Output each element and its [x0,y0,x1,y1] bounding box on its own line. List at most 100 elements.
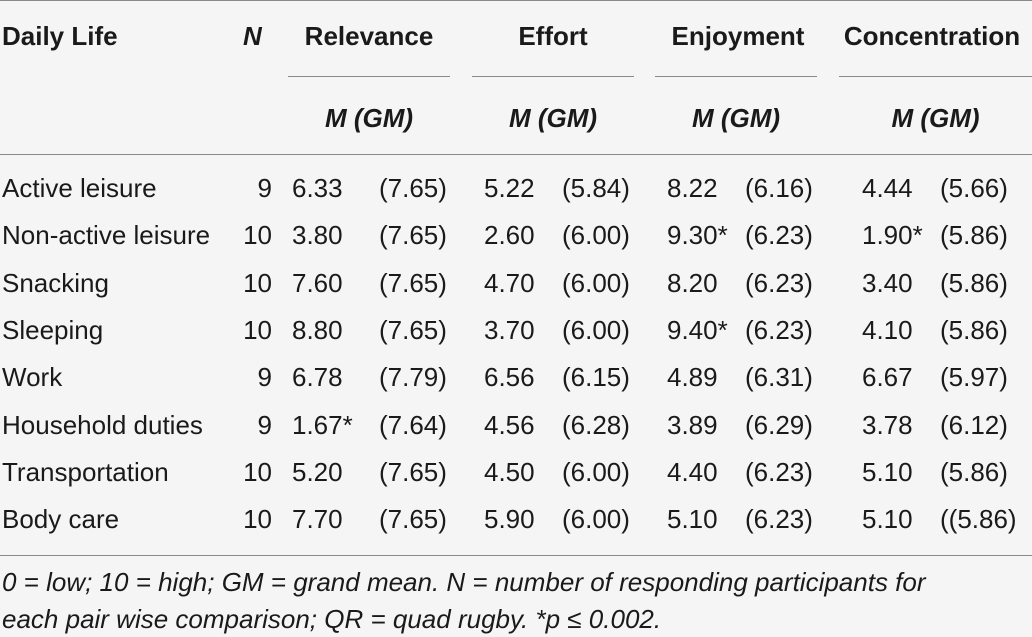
cell-effort-mean: 6.56 [484,362,535,392]
cell-effort-mean: 2.60 [484,220,535,250]
cell-activity: Sleeping [2,315,104,345]
cell-n: 9 [257,173,272,203]
concentration-underline [839,76,1032,77]
bottom-rule [0,555,1032,556]
cell-effort-grandmean: (6.00) [562,457,630,487]
footnote-line-1: 0 = low; 10 = high; GM = grand mean. N =… [2,567,926,597]
cell-enjoyment-grandmean: (6.23) [745,504,813,534]
cell-relevance-mean: 3.80 [292,220,343,250]
header-bottom-rule [0,154,1032,155]
cell-relevance-grandmean: (7.65) [379,220,447,250]
cell-effort-mean: 5.90 [484,504,535,534]
cell-relevance-mean: 8.80 [292,315,343,345]
cell-enjoyment-grandmean: (6.29) [745,410,813,440]
header-concentration: Concentration [843,21,1021,51]
cell-concentration-mean: 4.44 [862,173,913,203]
cell-relevance-grandmean: (7.64) [379,410,447,440]
cell-activity: Snacking [2,268,109,298]
cell-relevance-grandmean: (7.65) [379,173,447,203]
cell-n: 10 [243,220,272,250]
cell-concentration-mean: 5.10 [862,457,913,487]
cell-enjoyment-mean: 9.30* [667,220,728,250]
header-n: N [243,21,262,51]
cell-n: 10 [243,268,272,298]
header-relevance: Relevance [304,21,434,51]
cell-concentration-grandmean: (5.97) [940,362,1008,392]
cell-activity: Household duties [2,410,203,440]
cell-effort-grandmean: (6.15) [562,362,630,392]
cell-n: 10 [243,315,272,345]
subheader-concentration: M (GM) [891,103,980,133]
cell-enjoyment-grandmean: (6.16) [745,173,813,203]
effort-underline [472,76,634,77]
header-daily-life: Daily Life [2,21,118,51]
subheader-effort: M (GM) [508,103,598,133]
cell-enjoyment-mean: 5.10 [667,504,718,534]
cell-enjoyment-mean: 8.22 [667,173,718,203]
cell-relevance-mean: 6.33 [292,173,343,203]
cell-concentration-mean: 3.78 [862,410,913,440]
top-rule [0,0,1032,1]
cell-enjoyment-grandmean: (6.23) [745,268,813,298]
cell-effort-grandmean: (6.28) [562,410,630,440]
cell-concentration-grandmean: (5.86) [940,315,1008,345]
cell-n: 9 [257,410,272,440]
cell-enjoyment-grandmean: (6.23) [745,315,813,345]
cell-enjoyment-grandmean: (6.31) [745,362,813,392]
subheader-relevance: M (GM) [324,103,414,133]
cell-concentration-mean: 1.90* [862,220,923,250]
cell-concentration-grandmean: (5.86) [940,268,1008,298]
cell-concentration-mean: 4.10 [862,315,913,345]
cell-relevance-mean: 7.70 [292,504,343,534]
cell-concentration-mean: 3.40 [862,268,913,298]
cell-relevance-mean: 1.67* [292,410,353,440]
cell-enjoyment-mean: 9.40* [667,315,728,345]
cell-enjoyment-mean: 8.20 [667,268,718,298]
cell-effort-grandmean: (6.00) [562,268,630,298]
cell-relevance-grandmean: (7.79) [379,362,447,392]
cell-activity: Body care [2,504,120,534]
cell-concentration-grandmean: ((5.86) [940,504,1017,534]
cell-relevance-grandmean: (7.65) [379,315,447,345]
cell-effort-mean: 4.70 [484,268,535,298]
cell-enjoyment-mean: 3.89 [667,410,718,440]
cell-n: 10 [243,457,272,487]
cell-enjoyment-grandmean: (6.23) [745,220,813,250]
cell-relevance-mean: 5.20 [292,457,343,487]
cell-relevance-grandmean: (7.65) [379,268,447,298]
cell-relevance-mean: 7.60 [292,268,343,298]
cell-activity: Transportation [2,457,169,487]
footnote-line-2: each pair wise comparison; QR = quad rug… [2,604,662,634]
cell-relevance-grandmean: (7.65) [379,504,447,534]
cell-activity: Non-active leisure [2,220,211,250]
enjoyment-underline [655,76,817,77]
cell-effort-grandmean: (5.84) [562,173,630,203]
cell-effort-grandmean: (6.00) [562,220,630,250]
cell-enjoyment-mean: 4.40 [667,457,718,487]
cell-effort-grandmean: (6.00) [562,504,630,534]
cell-enjoyment-mean: 4.89 [667,362,718,392]
cell-enjoyment-grandmean: (6.23) [745,457,813,487]
cell-n: 9 [257,362,272,392]
relevance-underline [288,76,450,77]
cell-concentration-grandmean: (5.86) [940,220,1008,250]
cell-n: 10 [243,504,272,534]
cell-concentration-grandmean: (6.12) [940,410,1008,440]
cell-effort-grandmean: (6.00) [562,315,630,345]
cell-relevance-mean: 6.78 [292,362,343,392]
header-effort: Effort [518,21,588,51]
subheader-enjoyment: M (GM) [691,103,781,133]
cell-effort-mean: 3.70 [484,315,535,345]
cell-concentration-mean: 5.10 [862,504,913,534]
cell-effort-mean: 4.50 [484,457,535,487]
cell-activity: Work [2,362,63,392]
cell-effort-mean: 5.22 [484,173,535,203]
cell-relevance-grandmean: (7.65) [379,457,447,487]
header-enjoyment: Enjoyment [671,21,805,51]
cell-concentration-grandmean: (5.86) [940,457,1008,487]
cell-effort-mean: 4.56 [484,410,535,440]
cell-activity: Active leisure [2,173,157,203]
cell-concentration-mean: 6.67 [862,362,913,392]
cell-concentration-grandmean: (5.66) [940,173,1008,203]
